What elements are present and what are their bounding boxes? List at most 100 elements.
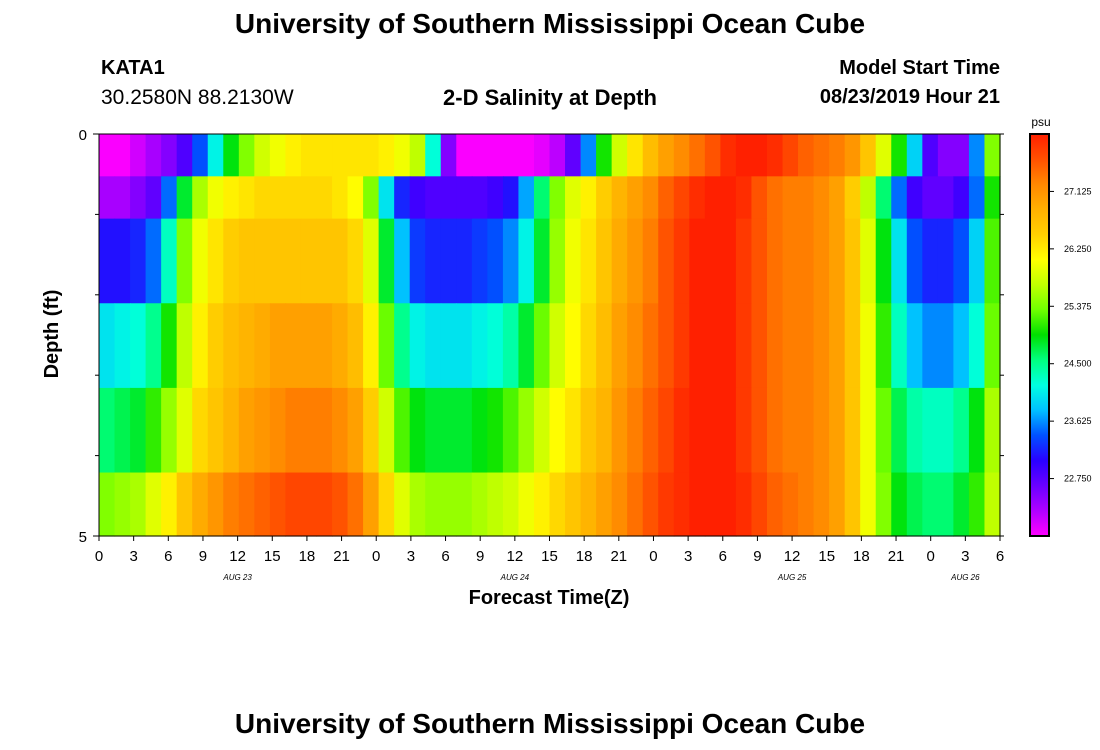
heatmap-cell	[735, 303, 753, 389]
heatmap-cell	[487, 218, 504, 304]
station-id: KATA1	[101, 57, 165, 79]
heatmap-cell	[984, 176, 1001, 220]
heatmap-cell	[176, 472, 193, 537]
heatmap-cell	[751, 176, 768, 220]
heatmap-cell	[332, 303, 349, 389]
heatmap-cell	[673, 218, 690, 304]
heatmap-cell	[456, 303, 473, 389]
heatmap-cell	[844, 218, 861, 304]
heatmap-cell	[798, 472, 815, 537]
heatmap-cell	[611, 218, 628, 304]
heatmap-cell	[658, 472, 675, 537]
heatmap-cell	[968, 303, 986, 389]
colorbar-tick-label: 22.750	[1064, 474, 1092, 484]
heatmap-cell	[285, 387, 302, 474]
heatmap-cell	[922, 218, 939, 304]
heatmap-cell	[766, 218, 784, 304]
heatmap-cell	[518, 472, 535, 537]
heatmap-cell	[720, 387, 737, 474]
heatmap-cell	[596, 303, 613, 389]
heatmap-cell	[689, 218, 706, 304]
heatmap-cell	[347, 218, 364, 304]
heatmap-cell	[968, 218, 986, 304]
heatmap-cell	[192, 134, 209, 177]
heatmap-cell	[471, 134, 488, 177]
x-tick-label: 21	[333, 548, 350, 565]
heatmap-cell	[130, 218, 147, 304]
heatmap-cell	[611, 176, 628, 220]
colorbar-tick-label: 26.250	[1064, 244, 1092, 254]
heatmap-cell	[502, 472, 520, 537]
heatmap-cell	[735, 218, 753, 304]
heatmap-cell	[425, 218, 442, 304]
heatmap-cell	[425, 134, 442, 177]
heatmap-cell	[751, 134, 768, 177]
heatmap-cell	[829, 387, 846, 474]
heatmap-cell	[658, 303, 675, 389]
x-tick-label: 12	[507, 548, 524, 565]
heatmap-cell	[456, 134, 473, 177]
heatmap-cell	[937, 387, 954, 474]
x-tick-label: 12	[784, 548, 801, 565]
heatmap-cell	[860, 176, 877, 220]
heatmap-cell	[751, 303, 768, 389]
heatmap-cell	[689, 176, 706, 220]
heatmap-cell	[207, 134, 224, 177]
heatmap-cell	[813, 176, 830, 220]
heatmap-cell	[223, 472, 240, 537]
colorbar-tick-label: 27.125	[1064, 186, 1092, 196]
heatmap-cell	[456, 472, 473, 537]
heatmap-cell	[238, 303, 255, 389]
heatmap-cell	[269, 303, 287, 389]
heatmap-cell	[502, 134, 520, 177]
heatmap-cell	[906, 472, 923, 537]
heatmap-cell	[549, 303, 566, 389]
heatmap-cell	[642, 176, 659, 220]
model-start-label: Model Start Time	[839, 57, 1000, 79]
heatmap-cell	[580, 303, 597, 389]
heatmap-cell	[394, 472, 411, 537]
heatmap-cell	[937, 134, 954, 177]
x-tick-label: 21	[610, 548, 627, 565]
heatmap-cell	[798, 387, 815, 474]
heatmap-cell	[378, 134, 395, 177]
heatmap-cell	[207, 303, 224, 389]
heatmap-cell	[316, 134, 333, 177]
x-tick-label: 21	[888, 548, 905, 565]
heatmap-cell	[751, 218, 768, 304]
heatmap-cell	[114, 387, 131, 474]
heatmap-cell	[176, 387, 193, 474]
heatmap-cell	[192, 218, 209, 304]
heatmap-cell	[161, 134, 178, 177]
heatmap-cell	[766, 472, 784, 537]
heatmap-cell	[409, 176, 426, 220]
heatmap-cell	[565, 176, 582, 220]
heatmap-cell	[192, 387, 209, 474]
heatmap-cell	[332, 218, 349, 304]
heatmap-cell	[549, 134, 566, 177]
heatmap-cell	[658, 387, 675, 474]
heatmap-cell	[580, 218, 597, 304]
heatmap-cell	[471, 218, 488, 304]
heatmap-cell	[285, 134, 302, 177]
heatmap-cell	[130, 472, 147, 537]
heatmap-cell	[269, 134, 287, 177]
heatmap-cell	[891, 472, 908, 537]
heatmap-cell	[456, 218, 473, 304]
heatmap-cell	[984, 472, 1001, 537]
heatmap-cell	[425, 303, 442, 389]
heatmap-cell	[642, 218, 659, 304]
heatmap-cell	[130, 176, 147, 220]
x-tick-label: 3	[684, 548, 692, 565]
heatmap-cell	[937, 472, 954, 537]
heatmap-cell	[875, 176, 892, 220]
heatmap-cell	[642, 134, 659, 177]
heatmap-cell	[627, 472, 644, 537]
heatmap-cell	[627, 134, 644, 177]
heatmap-cell	[642, 472, 659, 537]
heatmap-cell	[161, 387, 178, 474]
heatmap-cell	[937, 176, 954, 220]
heatmap-cell	[875, 134, 892, 177]
heatmap-cell	[130, 387, 147, 474]
heatmap-cell	[363, 134, 380, 177]
